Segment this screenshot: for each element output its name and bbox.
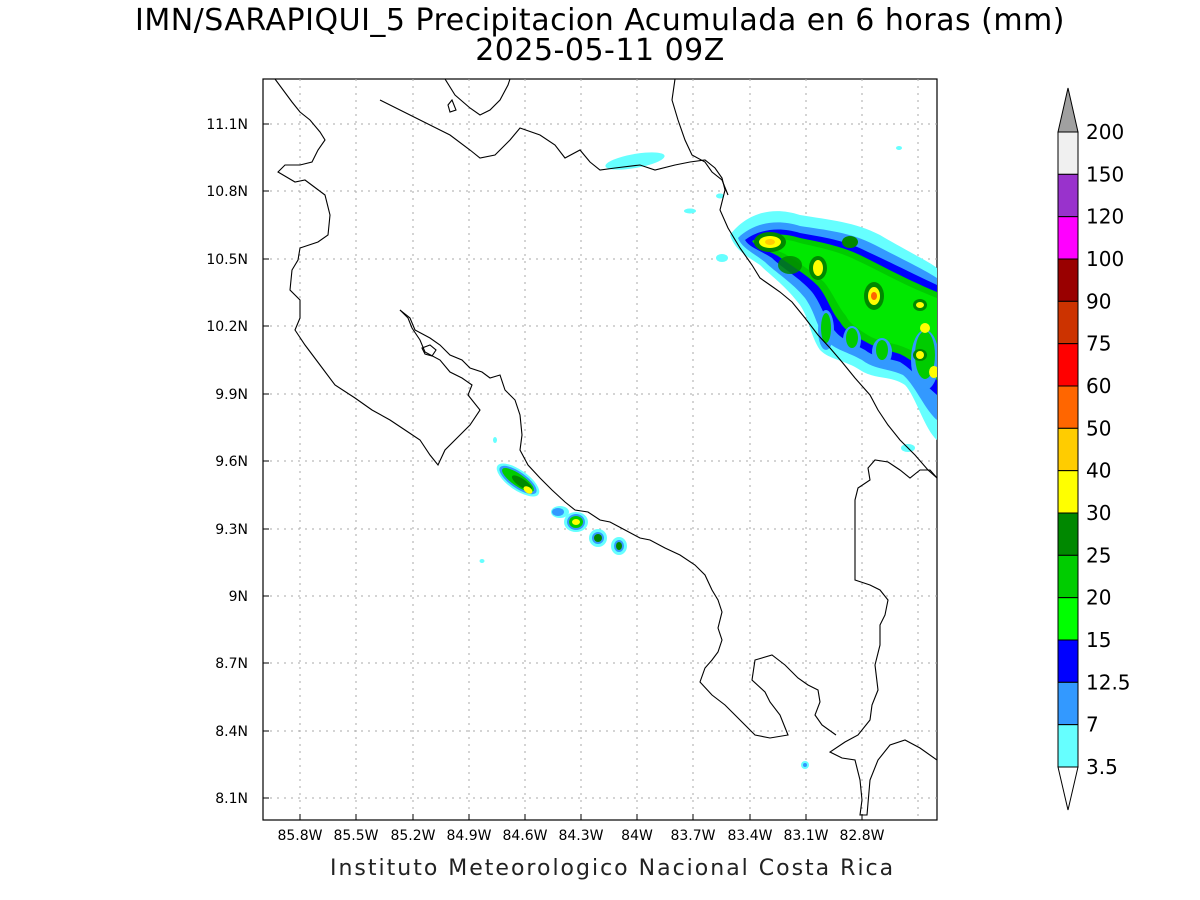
lon-tick-label: 82.8W bbox=[839, 828, 884, 844]
colorbar-label: 25 bbox=[1086, 543, 1111, 567]
colorbar-label: 150 bbox=[1086, 162, 1124, 186]
lat-tick-label: 8.4N bbox=[215, 724, 248, 740]
lat-tick-label: 9.9N bbox=[215, 387, 248, 403]
colorbar-box bbox=[1057, 385, 1079, 429]
lat-tick-label: 9.6N bbox=[215, 454, 248, 470]
lon-tick-label: 85.2W bbox=[390, 828, 435, 844]
colorbar-label: 40 bbox=[1086, 459, 1111, 483]
colorbar-label: 3.5 bbox=[1086, 755, 1118, 779]
colorbar-box bbox=[1057, 300, 1079, 345]
colorbar-box bbox=[1057, 554, 1079, 599]
colorbar-label: 100 bbox=[1086, 247, 1124, 271]
footer-credit: Instituto Meteorologico Nacional Costa R… bbox=[330, 856, 896, 881]
lon-tick-label: 85.5W bbox=[333, 828, 378, 844]
colorbar-boxes bbox=[1057, 131, 1079, 768]
lat-tick-label: 8.1N bbox=[215, 791, 248, 807]
colorbar-box bbox=[1057, 512, 1079, 556]
colorbar-label: 90 bbox=[1086, 289, 1111, 313]
lon-tick-label: 83.4W bbox=[727, 828, 772, 844]
lon-tick-label: 84W bbox=[621, 828, 653, 844]
lon-tick-label: 84.6W bbox=[502, 828, 547, 844]
colorbar-label: 75 bbox=[1086, 332, 1111, 356]
colorbar-label: 20 bbox=[1086, 586, 1111, 610]
lon-tick-label: 84.9W bbox=[446, 828, 491, 844]
colorbar-box bbox=[1057, 343, 1079, 387]
latitude-axis: 11.1N 10.8N 10.5N 10.2N 9.9N 9.6N 9.3N 9… bbox=[206, 117, 269, 807]
colorbar-label: 15 bbox=[1086, 628, 1111, 652]
colorbar-box bbox=[1057, 681, 1079, 726]
lat-tick-label: 10.5N bbox=[206, 252, 248, 268]
colorbar-box bbox=[1057, 427, 1079, 472]
longitude-axis: 85.8W 85.5W 85.2W 84.9W 84.6W 84.3W 84W … bbox=[277, 814, 885, 844]
map-subtitle-date: 2025-05-11 09Z bbox=[475, 33, 725, 68]
colorbar-box bbox=[1057, 470, 1079, 514]
colorbar-box bbox=[1057, 216, 1079, 260]
colorbar-labels: 200 150 120 100 90 75 60 50 40 30 25 20 15 12.5 7 3.5 bbox=[1086, 120, 1131, 779]
map-frame bbox=[262, 78, 938, 821]
colorbar-box bbox=[1057, 173, 1079, 218]
lat-tick-label: 10.8N bbox=[206, 184, 248, 200]
colorbar-label: 7 bbox=[1086, 713, 1099, 737]
colorbar: 200 150 120 100 90 75 60 50 40 30 25 20 15 12.5 7 3.5 bbox=[1057, 87, 1131, 811]
lat-tick-label: 10.2N bbox=[206, 319, 248, 335]
colorbar-box bbox=[1057, 724, 1079, 768]
colorbar-label: 120 bbox=[1086, 205, 1124, 229]
colorbar-label: 60 bbox=[1086, 374, 1111, 398]
colorbar-label: 30 bbox=[1086, 501, 1111, 525]
colorbar-over-triangle bbox=[1057, 87, 1079, 133]
precipitation-shading bbox=[479, 146, 937, 769]
colorbar-box bbox=[1057, 258, 1079, 302]
colorbar-label: 200 bbox=[1086, 120, 1124, 144]
lon-tick-label: 85.8W bbox=[277, 828, 322, 844]
colorbar-under-triangle bbox=[1057, 766, 1079, 811]
lat-tick-label: 11.1N bbox=[206, 117, 248, 133]
lat-tick-label: 8.7N bbox=[215, 656, 248, 672]
colorbar-label: 50 bbox=[1086, 416, 1111, 440]
lon-tick-label: 83.1W bbox=[783, 828, 828, 844]
colorbar-label: 12.5 bbox=[1086, 670, 1131, 694]
lat-tick-label: 9N bbox=[229, 589, 248, 605]
colorbar-box bbox=[1057, 131, 1079, 175]
coastlines bbox=[274, 79, 937, 816]
lat-tick-label: 9.3N bbox=[215, 522, 248, 538]
colorbar-box bbox=[1057, 597, 1079, 641]
lon-tick-label: 84.3W bbox=[558, 828, 603, 844]
lon-tick-label: 83.7W bbox=[670, 828, 715, 844]
colorbar-box bbox=[1057, 639, 1079, 683]
map-title: IMN/SARAPIQUI_5 Precipitacion Acumulada … bbox=[135, 3, 1065, 38]
